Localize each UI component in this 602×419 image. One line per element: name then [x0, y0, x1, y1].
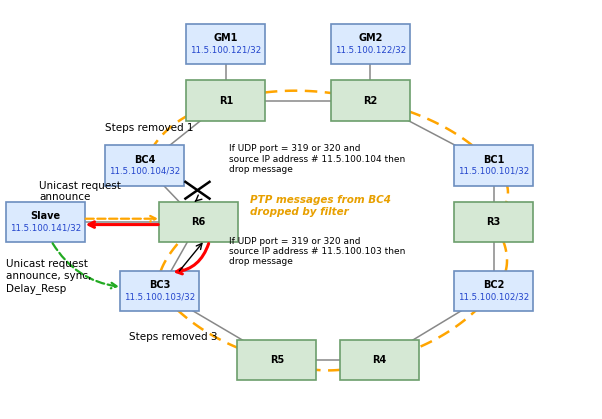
FancyBboxPatch shape: [5, 202, 84, 242]
Text: If UDP port = 319 or 320 and
source IP address # 11.5.100.103 then
drop message: If UDP port = 319 or 320 and source IP a…: [229, 236, 405, 266]
Text: R6: R6: [191, 217, 206, 227]
FancyBboxPatch shape: [340, 340, 419, 380]
FancyBboxPatch shape: [237, 340, 317, 380]
Text: Slave: Slave: [30, 211, 60, 221]
Text: 11.5.100.141/32: 11.5.100.141/32: [10, 223, 81, 233]
Text: 11.5.100.102/32: 11.5.100.102/32: [458, 292, 529, 302]
FancyBboxPatch shape: [454, 271, 533, 311]
Text: R1: R1: [219, 96, 233, 106]
Text: 11.5.100.122/32: 11.5.100.122/32: [335, 45, 406, 54]
FancyBboxPatch shape: [187, 24, 265, 64]
FancyBboxPatch shape: [120, 271, 199, 311]
Text: R4: R4: [372, 355, 386, 365]
Text: BC1: BC1: [483, 155, 504, 165]
Text: 11.5.100.121/32: 11.5.100.121/32: [190, 45, 261, 54]
Text: GM1: GM1: [214, 33, 238, 43]
Text: BC4: BC4: [134, 155, 155, 165]
Text: 11.5.100.104/32: 11.5.100.104/32: [109, 167, 180, 176]
Text: Unicast request
announce, sync,
Delay_Resp: Unicast request announce, sync, Delay_Re…: [6, 259, 92, 294]
Text: If UDP port = 319 or 320 and
source IP address # 11.5.100.104 then
drop message: If UDP port = 319 or 320 and source IP a…: [229, 144, 405, 174]
FancyBboxPatch shape: [331, 80, 409, 121]
Text: BC3: BC3: [149, 280, 170, 290]
Text: R2: R2: [363, 96, 377, 106]
Text: R3: R3: [486, 217, 501, 227]
FancyBboxPatch shape: [187, 80, 265, 121]
FancyBboxPatch shape: [331, 24, 409, 64]
Text: GM2: GM2: [358, 33, 382, 43]
FancyBboxPatch shape: [454, 202, 533, 242]
Text: Unicast request
announce: Unicast request announce: [39, 181, 121, 202]
Text: BC2: BC2: [483, 280, 504, 290]
Text: Steps removed 3: Steps removed 3: [129, 332, 218, 342]
Text: 11.5.100.103/32: 11.5.100.103/32: [124, 292, 195, 302]
Text: R5: R5: [270, 355, 284, 365]
FancyBboxPatch shape: [159, 202, 238, 242]
Text: Steps removed 1: Steps removed 1: [105, 123, 194, 133]
FancyBboxPatch shape: [454, 145, 533, 186]
FancyBboxPatch shape: [105, 145, 184, 186]
Text: 11.5.100.101/32: 11.5.100.101/32: [458, 167, 529, 176]
Text: PTP messages from BC4
dropped by filter: PTP messages from BC4 dropped by filter: [250, 195, 391, 217]
